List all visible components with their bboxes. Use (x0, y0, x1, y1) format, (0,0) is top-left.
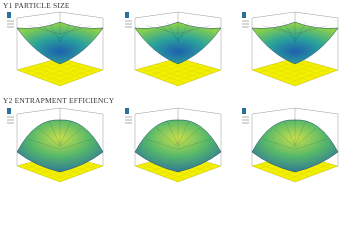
mesh-line (145, 138, 179, 150)
figure: Y1 PARTICLE SIZE Y2 ENTRAPMENT EFFICIENC… (3, 1, 339, 183)
mesh-line (294, 120, 306, 146)
box-edge (59, 107, 104, 115)
floor-grid (52, 163, 96, 180)
response-surface (251, 119, 339, 173)
mesh-line (49, 22, 61, 42)
mesh-line (177, 22, 189, 42)
mesh-line (167, 120, 179, 146)
mesh-line (156, 127, 179, 148)
floor-grid (52, 67, 96, 84)
response-surface (134, 119, 222, 173)
box-edge (251, 11, 296, 19)
mesh-line (284, 22, 296, 42)
legend-swatch (125, 108, 129, 114)
box-edge (294, 11, 339, 19)
legend-swatch (125, 12, 129, 18)
legend-swatch (7, 108, 11, 114)
mesh-line (294, 138, 328, 150)
mesh-line (27, 138, 61, 150)
mesh-line (177, 120, 189, 146)
legend-swatch (242, 12, 246, 18)
mesh-line (177, 127, 200, 148)
mesh-line (294, 25, 328, 34)
mesh-line (262, 138, 296, 150)
box-edge (134, 11, 179, 19)
mesh-line (59, 25, 93, 34)
box-edge (177, 107, 222, 115)
box-edge (294, 107, 339, 115)
legend-swatch (242, 108, 246, 114)
surface-plots (7, 11, 339, 183)
legend-swatch (7, 12, 11, 18)
floor-grid (170, 67, 214, 84)
box-edge (251, 107, 296, 115)
mesh-line (49, 120, 61, 146)
mesh-line (59, 22, 71, 42)
mesh-line (59, 120, 71, 146)
mesh-line (273, 23, 296, 39)
box-edge (16, 11, 61, 19)
box-edge (134, 107, 179, 115)
floor-grid (170, 163, 214, 180)
box-edge (16, 107, 61, 115)
mesh-line (59, 138, 93, 150)
mesh-line (38, 23, 61, 39)
mesh-line (59, 127, 82, 148)
floor-grid (287, 67, 331, 84)
mesh-line (38, 127, 61, 148)
mesh-line (294, 22, 306, 42)
response-surface (16, 119, 104, 173)
mesh-line (294, 127, 317, 148)
section-title: Y2 ENTRAPMENT EFFICIENCY (3, 96, 115, 105)
mesh-line (167, 22, 179, 42)
mesh-line (273, 127, 296, 148)
mesh-line (177, 25, 211, 34)
box-edge (59, 11, 104, 19)
section-title: Y1 PARTICLE SIZE (3, 1, 70, 10)
mesh-line (284, 120, 296, 146)
mesh-line (177, 138, 211, 150)
mesh-line (156, 23, 179, 39)
box-edge (177, 11, 222, 19)
floor-grid (287, 163, 331, 180)
